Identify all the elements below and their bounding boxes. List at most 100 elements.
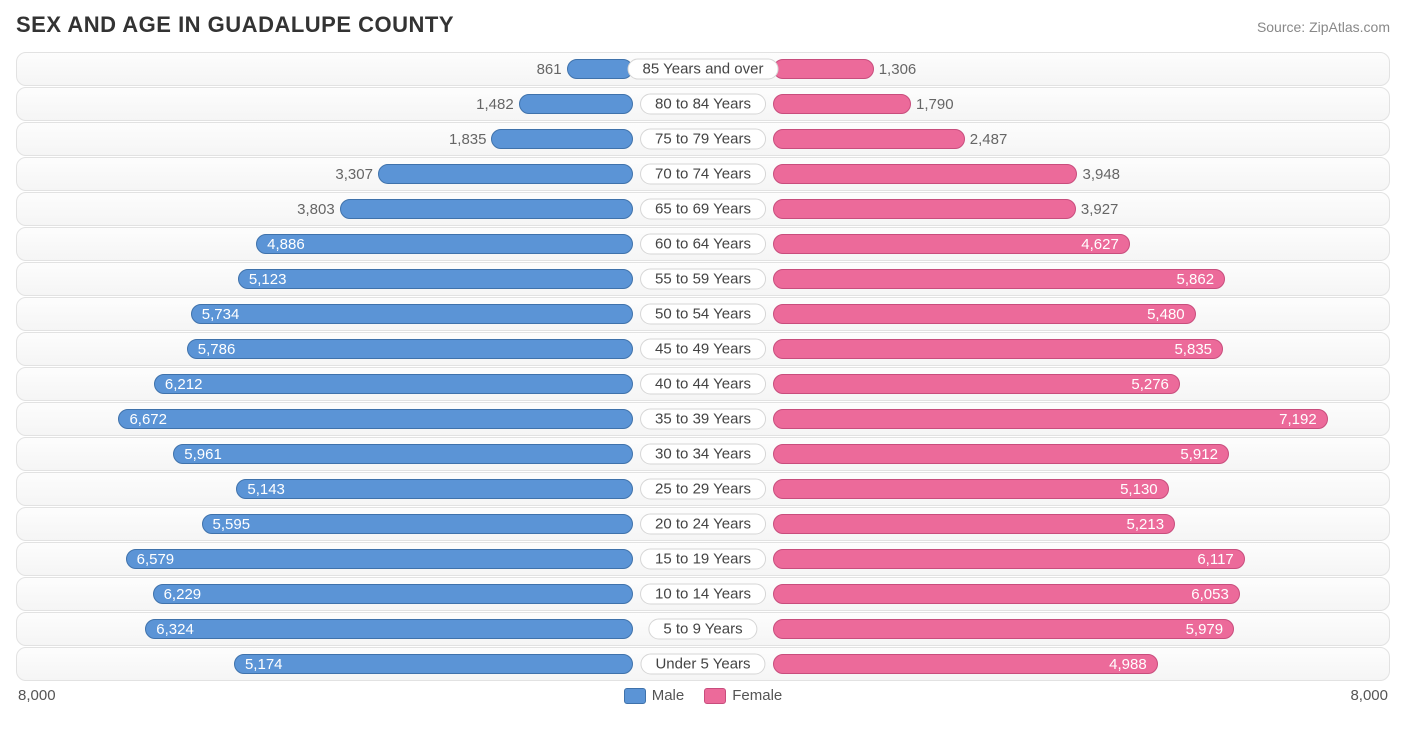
female-value: 2,487 [964, 131, 1018, 148]
legend-swatch-female [704, 688, 726, 704]
male-value: 6,672 [119, 411, 177, 428]
male-value: 5,143 [237, 481, 295, 498]
male-bar: 6,229 [153, 584, 633, 604]
female-value: 5,480 [1137, 306, 1195, 323]
female-value: 6,117 [1187, 551, 1243, 568]
male-value: 3,307 [325, 166, 379, 183]
chart-row: 80 to 84 Years1,4821,790 [16, 87, 1390, 121]
age-range-label: 45 to 49 Years [640, 339, 766, 360]
male-bar: 5,143 [236, 479, 633, 499]
male-value: 5,786 [188, 341, 246, 358]
male-bar: 3,803 [340, 199, 633, 219]
male-bar: 861 [567, 59, 633, 79]
female-bar: 5,979 [773, 619, 1234, 639]
male-value: 6,579 [127, 551, 185, 568]
age-range-label: 25 to 29 Years [640, 479, 766, 500]
female-bar: 6,117 [773, 549, 1245, 569]
age-range-label: 60 to 64 Years [640, 234, 766, 255]
axis-right-label: 8,000 [1350, 687, 1388, 704]
male-bar: 3,307 [378, 164, 633, 184]
age-range-label: 30 to 34 Years [640, 444, 766, 465]
female-bar: 5,213 [773, 514, 1175, 534]
axis-row: 8,000 Male Female 8,000 [16, 687, 1390, 704]
age-range-label: 5 to 9 Years [648, 619, 757, 640]
chart-title: SEX AND AGE IN GUADALUPE COUNTY [16, 12, 454, 38]
age-range-label: 20 to 24 Years [640, 514, 766, 535]
female-bar: 3,948 [773, 164, 1077, 184]
male-bar: 1,482 [519, 94, 633, 114]
age-range-label: 10 to 14 Years [640, 584, 766, 605]
female-value: 3,927 [1075, 201, 1129, 218]
male-bar: 5,595 [202, 514, 634, 534]
female-value: 5,276 [1121, 376, 1179, 393]
female-bar: 5,480 [773, 304, 1196, 324]
chart-row: 45 to 49 Years 5,786 5,835 [16, 332, 1390, 366]
female-bar: 5,862 [773, 269, 1225, 289]
chart-row: 15 to 19 Years6,5796,117 [16, 542, 1390, 576]
age-range-label: 55 to 59 Years [640, 269, 766, 290]
male-bar: 5,734 [191, 304, 633, 324]
chart-row: 65 to 69 Years 3,803 3,927 [16, 192, 1390, 226]
chart-row: 20 to 24 Years 5,595 5,213 [16, 507, 1390, 541]
age-range-label: 65 to 69 Years [640, 199, 766, 220]
female-bar: 3,927 [773, 199, 1076, 219]
age-range-label: 75 to 79 Years [640, 129, 766, 150]
female-bar: 5,276 [773, 374, 1180, 394]
legend-label-female: Female [732, 687, 782, 704]
female-value: 5,979 [1176, 621, 1234, 638]
chart-row: 75 to 79 Years 1,835 2,487 [16, 122, 1390, 156]
female-bar: 1,790 [773, 94, 911, 114]
male-value: 861 [527, 61, 568, 78]
male-value: 3,803 [287, 201, 341, 218]
age-range-label: 35 to 39 Years [640, 409, 766, 430]
age-range-label: Under 5 Years [640, 654, 765, 675]
female-bar: 6,053 [773, 584, 1240, 604]
chart-header: SEX AND AGE IN GUADALUPE COUNTY Source: … [16, 12, 1390, 38]
chart-row: 5 to 9 Years 6,324 5,979 [16, 612, 1390, 646]
chart-row: 10 to 14 Years 6,229 6,053 [16, 577, 1390, 611]
axis-left-label: 8,000 [18, 687, 56, 704]
legend-swatch-male [624, 688, 646, 704]
male-value: 1,482 [466, 96, 520, 113]
chart-source: Source: ZipAtlas.com [1257, 19, 1390, 35]
female-bar: 4,627 [773, 234, 1130, 254]
female-value: 4,988 [1099, 656, 1157, 673]
male-value: 4,886 [257, 236, 315, 253]
chart-row: 60 to 64 Years 4,886 4,627 [16, 227, 1390, 261]
legend-item-female: Female [704, 687, 782, 704]
male-value: 5,961 [174, 446, 232, 463]
chart-row: 25 to 29 Years 5,143 5,130 [16, 472, 1390, 506]
chart-row: 40 to 44 Years 6,212 5,276 [16, 367, 1390, 401]
male-value: 1,835 [439, 131, 493, 148]
legend-label-male: Male [652, 687, 685, 704]
age-range-label: 50 to 54 Years [640, 304, 766, 325]
chart-area: 85 Years and over8611,30680 to 84 Years1… [16, 52, 1390, 681]
male-bar: 6,212 [154, 374, 633, 394]
male-bar: 5,961 [173, 444, 633, 464]
chart-row: 85 Years and over8611,306 [16, 52, 1390, 86]
male-value: 6,229 [154, 586, 212, 603]
female-bar: 5,835 [773, 339, 1223, 359]
chart-row: Under 5 Years5,1744,988 [16, 647, 1390, 681]
male-value: 5,595 [203, 516, 261, 533]
male-bar: 5,786 [187, 339, 633, 359]
female-value: 3,948 [1076, 166, 1130, 183]
female-bar: 2,487 [773, 129, 965, 149]
female-value: 5,130 [1110, 481, 1168, 498]
female-value: 1,790 [910, 96, 964, 113]
age-range-label: 85 Years and over [628, 59, 779, 80]
chart-row: 35 to 39 Years6,6727,192 [16, 402, 1390, 436]
chart-row: 50 to 54 Years 5,734 5,480 [16, 297, 1390, 331]
female-value: 5,862 [1167, 271, 1225, 288]
female-value: 6,053 [1181, 586, 1239, 603]
female-value: 5,213 [1117, 516, 1175, 533]
chart-row: 70 to 74 Years3,3073,948 [16, 157, 1390, 191]
female-value: 5,835 [1164, 341, 1222, 358]
age-range-label: 40 to 44 Years [640, 374, 766, 395]
male-value: 6,212 [155, 376, 213, 393]
male-value: 6,324 [146, 621, 204, 638]
male-value: 5,734 [192, 306, 250, 323]
chart-row: 30 to 34 Years5,9615,912 [16, 437, 1390, 471]
female-bar: 4,988 [773, 654, 1158, 674]
male-bar: 6,324 [145, 619, 633, 639]
